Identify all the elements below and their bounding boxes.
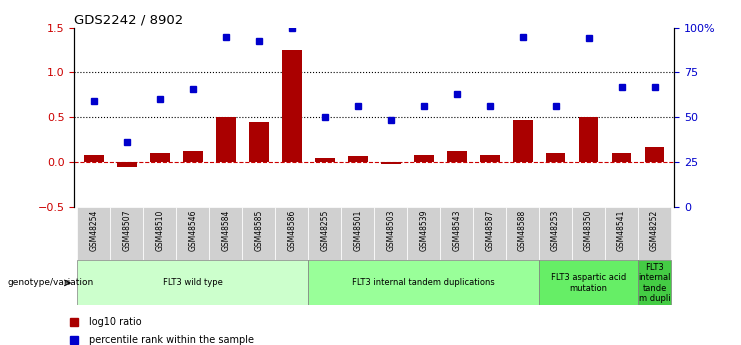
Text: GSM48252: GSM48252: [650, 210, 659, 251]
Bar: [282, 50, 302, 162]
Bar: [176, 207, 209, 260]
Text: GSM48539: GSM48539: [419, 210, 428, 251]
Text: log10 ratio: log10 ratio: [89, 317, 142, 327]
Bar: [408, 207, 440, 260]
Text: GSM48254: GSM48254: [90, 210, 99, 251]
Text: GSM48350: GSM48350: [584, 210, 593, 251]
Bar: [506, 207, 539, 260]
Bar: [209, 207, 242, 260]
Text: GSM48585: GSM48585: [254, 210, 263, 251]
Text: GSM48541: GSM48541: [617, 210, 626, 251]
Bar: [275, 207, 308, 260]
Text: GSM48584: GSM48584: [222, 210, 230, 251]
Bar: [249, 122, 269, 162]
Bar: [183, 151, 203, 162]
Text: GSM48543: GSM48543: [452, 210, 461, 251]
Bar: [539, 207, 572, 260]
Bar: [473, 207, 506, 260]
Text: GSM48501: GSM48501: [353, 210, 362, 251]
Bar: [572, 207, 605, 260]
Bar: [117, 162, 137, 167]
Bar: [579, 117, 599, 162]
Text: percentile rank within the sample: percentile rank within the sample: [89, 335, 254, 345]
Bar: [143, 207, 176, 260]
Bar: [638, 260, 671, 305]
Bar: [479, 155, 499, 162]
Text: GSM48507: GSM48507: [122, 210, 131, 251]
Text: GSM48253: GSM48253: [551, 210, 560, 251]
Bar: [150, 153, 170, 162]
Bar: [308, 260, 539, 305]
Text: GSM48587: GSM48587: [485, 210, 494, 251]
Bar: [645, 147, 665, 162]
Bar: [638, 207, 671, 260]
Text: GSM48503: GSM48503: [386, 210, 395, 251]
Text: GSM48510: GSM48510: [156, 210, 165, 251]
Text: GSM48586: GSM48586: [288, 210, 296, 251]
Text: FLT3 internal tandem duplications: FLT3 internal tandem duplications: [352, 278, 495, 287]
Text: FLT3 wild type: FLT3 wild type: [163, 278, 223, 287]
Bar: [611, 153, 631, 162]
Text: FLT3
internal
tande
m dupli: FLT3 internal tande m dupli: [638, 263, 671, 303]
Bar: [447, 151, 467, 162]
Bar: [513, 120, 533, 162]
Bar: [341, 207, 374, 260]
Text: FLT3 aspartic acid
mutation: FLT3 aspartic acid mutation: [551, 273, 626, 293]
Bar: [413, 155, 433, 162]
Bar: [216, 117, 236, 162]
Bar: [110, 207, 143, 260]
Bar: [315, 158, 335, 162]
Bar: [77, 207, 110, 260]
Text: GSM48588: GSM48588: [518, 210, 527, 251]
Text: genotype/variation: genotype/variation: [7, 278, 93, 287]
Text: GSM48255: GSM48255: [320, 210, 329, 251]
Text: GSM48546: GSM48546: [188, 210, 197, 251]
Bar: [539, 260, 638, 305]
Bar: [84, 155, 104, 162]
Bar: [242, 207, 275, 260]
Bar: [545, 153, 565, 162]
Bar: [381, 162, 401, 164]
Bar: [77, 260, 308, 305]
Bar: [348, 156, 368, 162]
Bar: [308, 207, 341, 260]
Bar: [440, 207, 473, 260]
Bar: [374, 207, 408, 260]
Bar: [605, 207, 638, 260]
Text: GDS2242 / 8902: GDS2242 / 8902: [74, 13, 183, 27]
